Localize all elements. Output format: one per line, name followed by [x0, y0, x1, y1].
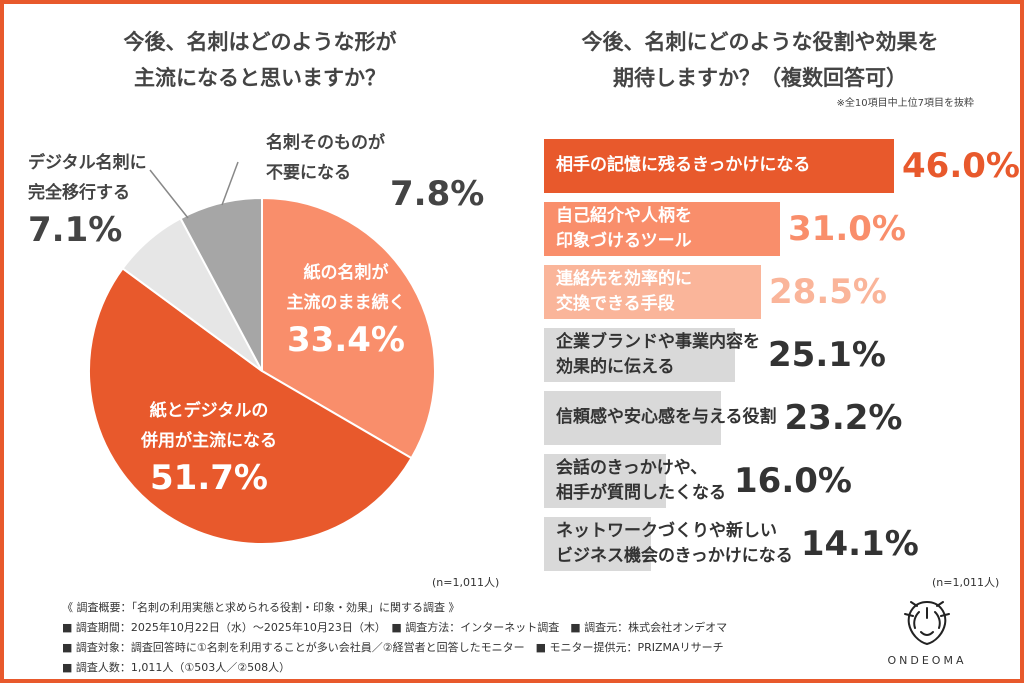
bar-category-label-line: 会話のきっかけや、: [556, 458, 708, 478]
bar-category-label: 相手の記憶に残るきっかけになる: [556, 153, 810, 178]
bar-category-label: 会話のきっかけや、 相手が質問したくなる: [556, 456, 726, 506]
bar: [544, 265, 761, 319]
bar-category-label-line: 相手が質問したくなる: [556, 483, 726, 503]
pie-label-unnecessary-line2: 不要になる: [266, 163, 351, 183]
bar-category-label: 自己紹介や人柄を 印象づけるツール: [556, 204, 692, 254]
brand-name: ONDEOMA: [887, 654, 967, 667]
bar-category-label-line: 効果的に伝える: [556, 357, 675, 377]
bar-category-label: ネットワークづくりや新しい ビジネス機会のきっかけになる: [556, 519, 793, 569]
pie-value-hybrid: 51.7%: [150, 458, 268, 498]
bar-category-label-line: 相手の記憶に残るきっかけになる: [556, 155, 811, 175]
pie-sample-size: (n=1,011人): [432, 576, 500, 589]
bar-category-label-line: 自己紹介や人柄を: [556, 206, 692, 226]
bar-row: 信頼感や安心感を与える役割 23.2%: [544, 391, 1004, 445]
bar: [544, 202, 780, 256]
bar-title-line-1: 今後、名刺にどのような役割や効果を: [581, 30, 939, 54]
pie-slice-unnecessary: [179, 196, 263, 372]
bar-row: 連絡先を効率的に 交換できる手段 28.5%: [544, 265, 1004, 319]
bar-row: 相手の記憶に残るきっかけになる 46.0%: [544, 139, 1020, 193]
lion-logo-icon: [904, 600, 950, 646]
bar-category-label: 信頼感や安心感を与える役割: [556, 405, 777, 430]
bar-category-label-line: 企業ブランドや事業内容を: [556, 332, 760, 352]
brand-logo: ONDEOMA: [882, 598, 972, 667]
bar-category-label: 企業ブランドや事業内容を 効果的に伝える: [556, 330, 760, 380]
bar: [544, 391, 721, 445]
bar-row: 自己紹介や人柄を 印象づけるツール 31.0%: [544, 202, 1004, 256]
bar: [544, 517, 651, 571]
leader-line-digital: [149, 169, 189, 219]
pie-label-paper-line2: 主流のまま続く: [286, 293, 406, 313]
pie-label-hybrid-line1: 紙とデジタルの: [149, 401, 269, 421]
bar-category-label-line: 印象づけるツール: [556, 231, 692, 251]
pie-label-paper: 紙の名刺が 主流のまま続く 33.4%: [276, 258, 416, 362]
bar-value-label: 28.5%: [769, 272, 887, 312]
pie-label-digital: デジタル名刺に 完全移行する 7.1%: [28, 148, 147, 252]
pie-value-unnecessary: 7.8%: [390, 174, 485, 214]
bar-value-label: 31.0%: [788, 209, 906, 249]
bar-category-label-line: 交換できる手段: [556, 294, 675, 314]
bar-value-label: 25.1%: [768, 335, 886, 375]
bar-value-label: 23.2%: [784, 398, 903, 438]
leader-line-unnecessary: [221, 161, 239, 206]
footer-line-4: ■ 調査人数：1,011人（①503人／②508人）: [62, 661, 291, 674]
bar-row: 会話のきっかけや、 相手が質問したくなる 16.0%: [544, 454, 1004, 508]
bar: [544, 454, 666, 508]
bar-value-label: 46.0%: [902, 146, 1020, 186]
pie-label-digital-line1: デジタル名刺に: [28, 153, 147, 173]
pie-label-digital-line2: 完全移行する: [28, 183, 130, 203]
pie-value-unnecessary-wrap: 7.8%: [390, 172, 484, 216]
bar: [544, 139, 894, 193]
bar-value-label: 14.1%: [800, 524, 919, 564]
pie-title-line-2: 主流になると思いますか？: [134, 66, 386, 90]
pie-slice-hybrid: [88, 267, 413, 545]
footer-line-1: 《 調査概要：「名刺の利用実態と求められる役割・印象・効果」に関する調査 》: [62, 601, 460, 614]
pie-slice-paper: [261, 196, 436, 460]
bar-title-line-2: 期待しますか？（複数回答可）: [613, 66, 907, 90]
bar-value-label: 16.0%: [734, 461, 852, 501]
pie-label-hybrid: 紙とデジタルの 併用が主流になる 51.7%: [124, 396, 294, 500]
pie-label-paper-line1: 紙の名刺が: [303, 263, 389, 283]
pie-chart-title: 今後、名刺はどのような形が 主流になると思いますか？: [60, 24, 460, 96]
bar-category-label-line: ビジネス機会のきっかけになる: [556, 546, 793, 566]
bar-sample-size: (n=1,011人): [932, 576, 1000, 589]
pie-value-paper: 33.4%: [287, 320, 405, 360]
survey-footer: 《 調査概要：「名刺の利用実態と求められる役割・印象・効果」に関する調査 》 ■…: [62, 598, 727, 678]
pie-label-hybrid-line2: 併用が主流になる: [141, 431, 277, 451]
bar-chart-note: ※全10項目中上位7項目を抜粋: [836, 98, 974, 109]
pie-label-unnecessary-line1: 名刺そのものが: [266, 133, 385, 153]
bar-chart-title: 今後、名刺にどのような役割や効果を 期待しますか？（複数回答可）: [520, 24, 1000, 96]
footer-line-3: ■ 調査対象：調査回答時に①名刺を利用することが多い会社員／②経営者と回答したモ…: [62, 641, 724, 654]
bar-category-label: 連絡先を効率的に 交換できる手段: [556, 267, 692, 317]
bar-category-label-line: 連絡先を効率的に: [556, 269, 692, 289]
bar: [544, 328, 735, 382]
pie-value-digital: 7.1%: [28, 210, 123, 250]
footer-line-2: ■ 調査期間：2025年10月22日（水）～2025年10月23日（木） ■ 調…: [62, 621, 728, 634]
bar-row: 企業ブランドや事業内容を 効果的に伝える 25.1%: [544, 328, 1004, 382]
pie-label-unnecessary: 名刺そのものが 不要になる: [266, 128, 385, 188]
bar-category-label-line: ネットワークづくりや新しい: [556, 521, 777, 541]
bar-category-label-line: 信頼感や安心感を与える役割: [556, 407, 777, 427]
pie-title-line-1: 今後、名刺はどのような形が: [123, 30, 397, 54]
bar-row: ネットワークづくりや新しい ビジネス機会のきっかけになる 14.1%: [544, 517, 1004, 571]
